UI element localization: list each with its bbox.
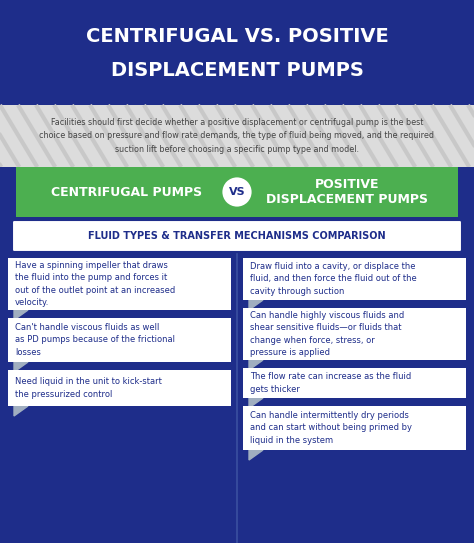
Text: CENTRIFUGAL PUMPS: CENTRIFUGAL PUMPS	[51, 186, 202, 199]
Polygon shape	[14, 406, 28, 416]
FancyBboxPatch shape	[8, 258, 231, 310]
FancyBboxPatch shape	[243, 406, 466, 450]
FancyBboxPatch shape	[0, 0, 474, 105]
Polygon shape	[14, 362, 28, 372]
Text: Have a spinning impeller that draws
the fluid into the pump and forces it
out of: Have a spinning impeller that draws the …	[15, 261, 175, 307]
FancyBboxPatch shape	[243, 258, 466, 300]
Text: DISPLACEMENT PUMPS: DISPLACEMENT PUMPS	[110, 60, 364, 79]
Text: Facilities should first decide whether a positive displacement or centrifugal pu: Facilities should first decide whether a…	[39, 118, 435, 154]
FancyBboxPatch shape	[243, 368, 466, 398]
FancyBboxPatch shape	[0, 167, 16, 217]
Text: CENTRIFUGAL VS. POSITIVE: CENTRIFUGAL VS. POSITIVE	[86, 27, 388, 46]
FancyBboxPatch shape	[458, 167, 474, 217]
FancyBboxPatch shape	[8, 318, 231, 362]
Text: FLUID TYPES & TRANSFER MECHANISMS COMPARISON: FLUID TYPES & TRANSFER MECHANISMS COMPAR…	[88, 231, 386, 241]
FancyBboxPatch shape	[12, 220, 462, 252]
Polygon shape	[249, 300, 263, 310]
Text: Draw fluid into a cavity, or displace the
fluid, and then force the fluid out of: Draw fluid into a cavity, or displace th…	[250, 262, 417, 295]
Text: Can handle highly viscous fluids and
shear sensitive fluids—or fluids that
chang: Can handle highly viscous fluids and she…	[250, 311, 404, 357]
Text: POSITIVE
DISPLACEMENT PUMPS: POSITIVE DISPLACEMENT PUMPS	[266, 178, 428, 206]
Polygon shape	[249, 450, 263, 460]
Text: Can handle intermittently dry periods
and can start without being primed by
liqu: Can handle intermittently dry periods an…	[250, 412, 412, 445]
Text: VS: VS	[228, 187, 246, 197]
FancyBboxPatch shape	[8, 370, 231, 406]
Polygon shape	[249, 360, 263, 370]
FancyBboxPatch shape	[0, 167, 474, 217]
Circle shape	[221, 176, 253, 208]
Text: Need liquid in the unit to kick-start
the pressurized control: Need liquid in the unit to kick-start th…	[15, 377, 162, 399]
Polygon shape	[249, 398, 263, 408]
FancyBboxPatch shape	[243, 308, 466, 360]
Text: The flow rate can increase as the fluid
gets thicker: The flow rate can increase as the fluid …	[250, 372, 411, 394]
Text: Can't handle viscous fluids as well
as PD pumps because of the frictional
losses: Can't handle viscous fluids as well as P…	[15, 323, 175, 357]
Polygon shape	[14, 310, 28, 320]
FancyBboxPatch shape	[0, 105, 474, 167]
